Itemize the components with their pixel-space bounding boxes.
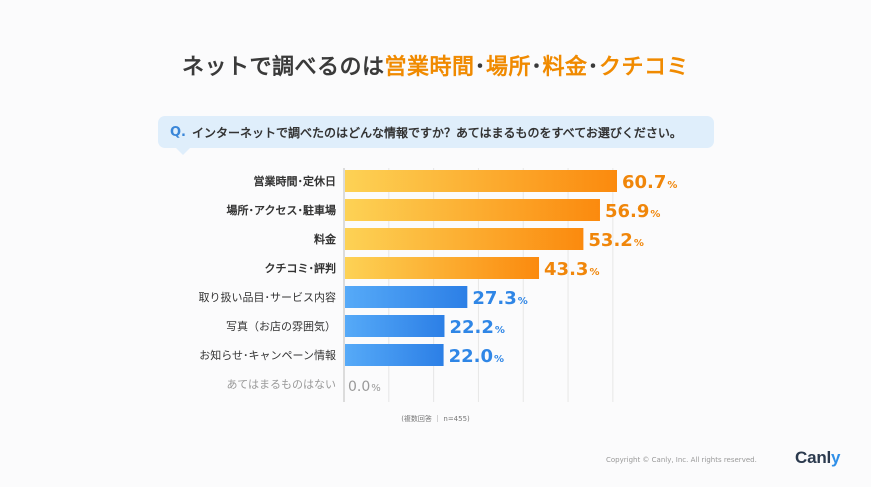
category-label: 取り扱い品目･サービス内容 [199,290,337,304]
logo-text: Canl [795,448,832,467]
category-label: あてはまるものはない [226,378,336,391]
category-label: 営業時間･定休日 [254,174,337,188]
question-marker: Q. [170,124,186,140]
value-label: 0.0% [348,379,381,395]
copyright: Copyright © Canly, Inc. All rights reser… [606,456,757,464]
title-highlight-reviews: クチコミ [599,55,690,80]
title-highlight-place: 場所 [485,55,531,80]
category-label: お知らせ･キャンペーン情報 [199,348,336,362]
logo-tail: y [831,448,841,467]
question-text: インターネットで調べたのはどんな情報ですか？あてはまるものをすべてお選びください… [192,125,682,140]
value-label: 22.2% [449,317,504,338]
value-label: 43.3% [544,259,599,280]
category-label: クチコミ･評判 [265,261,337,275]
title-separator: ･ [587,55,600,80]
title-highlight-price: 料金 [542,55,588,80]
bar [345,170,617,192]
bar [345,344,444,366]
value-label: 56.9% [605,201,660,222]
title-prefix: ネットで調べるのは [181,55,385,80]
footnote: (複数回答 ｜ n=455) [401,415,470,423]
chart-title: ネットで調べるのは営業時間･場所･料金･クチコミ [0,49,871,81]
question-bubble: Q. インターネットで調べたのはどんな情報ですか？あてはまるものをすべてお選びく… [158,116,714,155]
bar [345,257,540,279]
bar [345,286,468,308]
value-label: 27.3% [472,288,527,309]
value-label: 22.0% [449,346,504,367]
title-separator: ･ [474,55,486,80]
bar [345,228,584,250]
category-label: 料金 [314,232,337,246]
category-label: 写真（お店の雰囲気） [226,319,336,333]
canly-logo: Canly [795,448,841,468]
category-label: 場所･アクセス･駐車場 [227,203,336,217]
value-label: 60.7% [622,172,677,193]
title-highlight-hours: 営業時間 [384,55,475,80]
bar [345,315,445,337]
title-separator: ･ [531,55,543,80]
bar [345,199,600,221]
value-label: 53.2% [588,230,643,251]
